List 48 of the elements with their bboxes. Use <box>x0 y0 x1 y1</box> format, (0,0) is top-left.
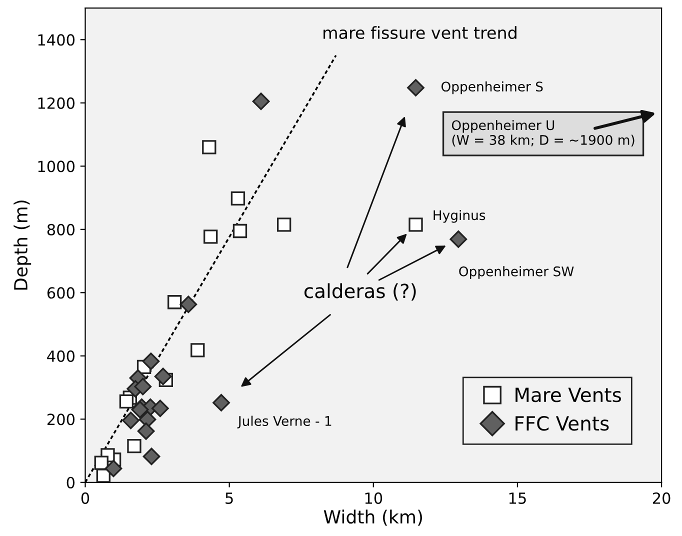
y-tick-label: 1200 <box>38 97 75 109</box>
x-tick-label: 0 <box>81 492 90 504</box>
y-tick-label: 800 <box>47 224 75 236</box>
y-tick-label: 1400 <box>38 34 75 46</box>
legend-label: FFC Vents <box>516 416 609 431</box>
x-tick-label: 15 <box>509 492 526 504</box>
point <box>137 422 155 440</box>
y-tick-label: 400 <box>47 350 75 362</box>
point <box>276 218 292 232</box>
point <box>104 460 122 478</box>
y-tick-label: 1000 <box>38 160 75 172</box>
annotation: calderas (?) <box>304 283 416 301</box>
point <box>131 400 149 418</box>
point <box>408 218 423 232</box>
point <box>119 394 134 409</box>
point <box>202 140 216 154</box>
point <box>142 352 160 370</box>
point <box>180 296 198 314</box>
annotation: Hyginus <box>434 210 486 223</box>
point <box>127 438 142 454</box>
point <box>134 378 152 396</box>
y-axis-title: Depth (m) <box>14 200 32 290</box>
x-tick-label: 5 <box>226 492 233 504</box>
y-tick-label: 0 <box>66 476 75 488</box>
x-axis-title: Width (km) <box>324 510 422 526</box>
annotation: mare fissure vent trend <box>324 26 516 40</box>
point <box>154 368 172 386</box>
point <box>230 191 246 206</box>
point <box>151 400 169 418</box>
annotation: Oppenheimer S <box>441 81 543 94</box>
point <box>252 92 270 110</box>
point <box>204 230 218 244</box>
point <box>407 79 424 96</box>
y-tick-label: 200 <box>47 414 75 426</box>
point <box>142 448 160 466</box>
x-tick-label: 20 <box>652 492 670 504</box>
legend-label: Mare Vents <box>516 388 621 402</box>
point <box>167 295 182 310</box>
annotation: Oppenheimer SW <box>459 266 574 279</box>
point <box>190 343 205 358</box>
point <box>122 412 140 430</box>
annotation: Jules Verne - 1 <box>237 416 332 428</box>
y-tick-label: 600 <box>47 287 75 299</box>
annotation: Oppenheimer U (W = 38 km; D = ~1900 m) <box>452 120 634 147</box>
x-tick-label: 10 <box>365 492 382 504</box>
point <box>212 394 230 412</box>
point <box>450 230 468 248</box>
point <box>232 224 248 238</box>
